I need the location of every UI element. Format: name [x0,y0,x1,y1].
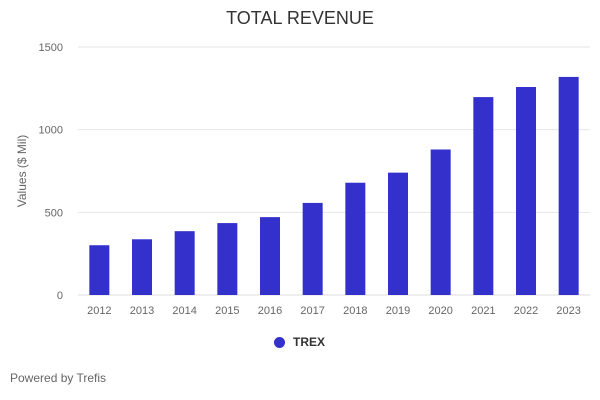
y-tick-label: 1500 [39,42,63,54]
x-tick-label: 2021 [471,305,495,317]
chart-title: TOTAL REVENUE [226,8,374,28]
x-tick-label: 2012 [87,305,111,317]
x-tick-label: 2014 [172,305,196,317]
bar-2012 [89,245,110,295]
bar-2021 [473,97,494,295]
bar-2017 [302,202,323,295]
x-tick-label: 2013 [130,305,154,317]
x-tick-label: 2017 [300,305,324,317]
credit-text[interactable]: Powered by Trefis [10,371,107,385]
legend-label: TREX [293,335,326,349]
x-tick-label: 2020 [428,305,452,317]
bar-2015 [217,223,238,295]
bar-2014 [174,231,195,295]
bar-2018 [345,182,366,295]
x-tick-label: 2023 [556,305,580,317]
bar-2019 [388,172,408,295]
legend-marker [274,336,285,348]
x-tick-label: 2016 [258,305,282,317]
bar-2020 [430,149,451,295]
bar-2016 [260,217,280,295]
y-tick-label: 1000 [39,125,63,137]
y-axis-label: Values ($ Mil) [15,135,29,207]
y-tick-label: 0 [57,290,63,302]
bar-2013 [132,239,152,295]
x-tick-label: 2022 [514,305,538,317]
y-tick-label: 500 [45,207,63,219]
x-tick-label: 2019 [386,305,410,317]
x-tick-label: 2018 [343,305,367,317]
bar-2022 [516,87,536,295]
legend[interactable]: TREX [274,335,325,349]
x-tick-label: 2015 [215,305,239,317]
bar-2023 [558,76,579,296]
